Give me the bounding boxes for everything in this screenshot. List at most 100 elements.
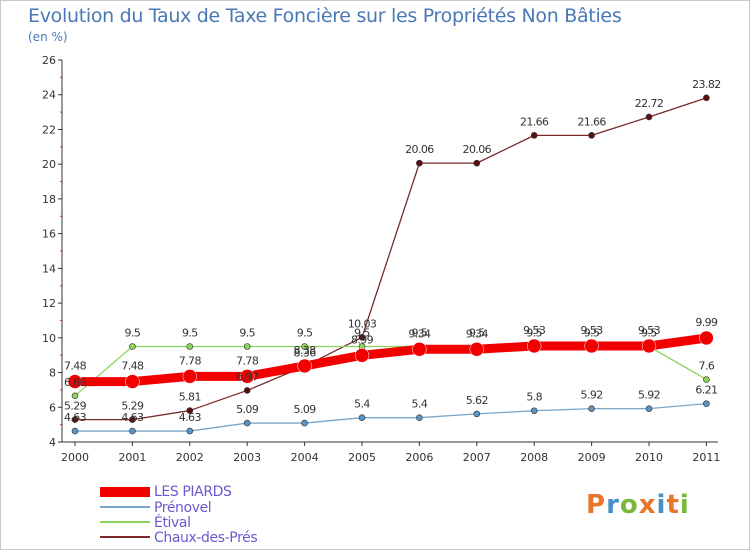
data-label-chaux-des-pres: 22.72: [635, 97, 664, 110]
data-label-les-piards: 9.53: [638, 324, 661, 337]
data-point-etival: [301, 343, 308, 350]
series-line-chaux-des-pres: [74, 97, 708, 421]
data-label-chaux-des-pres: 5.29: [64, 400, 87, 413]
data-point-les-piards: [412, 342, 427, 357]
x-tick-label: 2009: [578, 451, 606, 464]
data-point-prenovel: [301, 419, 308, 427]
data-point-prenovel: [588, 405, 595, 412]
x-tick-label: 2011: [692, 451, 720, 464]
data-label-etival: 9.5: [239, 327, 255, 340]
data-label-prenovel: 5.09: [236, 403, 259, 416]
data-label-prenovel: 4.63: [121, 411, 144, 424]
y-tick-label: 20: [42, 158, 56, 171]
data-point-les-piards: [182, 369, 198, 384]
data-label-les-piards: 8.99: [351, 333, 374, 346]
data-label-etival: 9.5: [412, 327, 428, 340]
series-line-prenovel: [74, 402, 708, 432]
data-label-chaux-des-pres: 6.97: [236, 370, 259, 383]
series-line-les-piards: [70, 333, 711, 387]
data-label-etival: 9.5: [354, 327, 370, 340]
data-label-les-piards: 9.34: [408, 327, 431, 340]
legend-label-les-piards: LES PIARDS: [154, 484, 232, 500]
legend-label-chaux-des-pres: Chaux-des-Prés: [154, 530, 258, 546]
data-label-chaux-des-pres: 20.06: [463, 143, 492, 156]
data-label-etival: 9.5: [469, 327, 485, 340]
x-tick-label: 2005: [348, 451, 376, 464]
data-point-prenovel: [645, 405, 653, 412]
data-label-les-piards: 7.78: [236, 354, 259, 367]
y-tick-label: 16: [42, 228, 56, 241]
data-point-prenovel: [530, 407, 538, 415]
data-point-les-piards: [354, 348, 370, 363]
y-tick-label: 4: [49, 436, 56, 449]
data-point-chaux-des-pres: [645, 113, 653, 121]
y-tick-label: 6: [49, 401, 56, 414]
proxiti-logo: Proxiti: [586, 490, 690, 520]
data-label-les-piards: 9.53: [581, 324, 604, 337]
data-point-etival: [243, 343, 251, 350]
data-label-prenovel: 4.63: [64, 411, 87, 424]
data-label-prenovel: 5.4: [412, 398, 428, 411]
data-label-chaux-des-pres: 5.29: [121, 400, 144, 413]
logo-letter: P: [586, 490, 607, 520]
data-point-les-piards: [297, 358, 312, 374]
data-label-prenovel: 4.63: [179, 411, 202, 424]
data-point-chaux-des-pres: [129, 416, 136, 423]
x-tick-label: 2001: [118, 451, 146, 464]
x-tick-label: 2008: [520, 451, 548, 464]
data-label-chaux-des-pres: 21.66: [520, 115, 549, 128]
data-label-prenovel: 6.21: [695, 384, 717, 397]
data-point-chaux-des-pres: [473, 159, 481, 167]
y-tick-label: 8: [49, 367, 56, 380]
data-point-chaux-des-pres: [530, 132, 538, 139]
data-label-les-piards: 7.48: [64, 360, 87, 373]
data-point-chaux-des-pres: [703, 94, 710, 102]
data-point-chaux-des-pres: [243, 387, 251, 394]
legend-swatch-chaux-des-pres: [100, 536, 150, 538]
data-label-chaux-des-pres: 23.82: [692, 78, 721, 91]
x-tick-label: 2004: [291, 451, 319, 464]
x-tick-label: 2000: [61, 451, 89, 464]
legend-swatch-etival: [100, 521, 150, 523]
data-label-chaux-des-pres: 5.81: [179, 391, 201, 404]
data-label-chaux-des-pres: 8.36: [294, 346, 317, 359]
y-tick-label: 22: [42, 123, 56, 136]
x-tick-label: 2006: [405, 451, 433, 464]
data-point-prenovel: [473, 410, 481, 418]
data-point-les-piards: [584, 338, 599, 354]
data-point-prenovel: [416, 414, 423, 421]
legend-label-etival: Étival: [154, 515, 191, 531]
data-label-prenovel: 5.4: [354, 398, 370, 411]
data-label-etival: 9.5: [584, 327, 600, 340]
y-tick-label: 12: [42, 297, 56, 310]
data-point-prenovel: [129, 427, 136, 435]
data-label-les-piards: 9.34: [466, 327, 489, 340]
data-point-prenovel: [186, 427, 194, 435]
data-point-les-piards: [125, 374, 140, 389]
data-label-prenovel: 5.62: [466, 394, 488, 407]
data-label-prenovel: 5.8: [526, 391, 542, 404]
data-label-etival: 9.5: [125, 327, 141, 340]
data-point-chaux-des-pres: [588, 132, 595, 139]
data-label-chaux-des-pres: 20.06: [405, 143, 434, 156]
data-point-prenovel: [703, 400, 710, 407]
x-tick-label: 2003: [233, 451, 261, 464]
data-label-les-piards: 7.78: [179, 354, 202, 367]
legend-swatch-les-piards: [100, 487, 150, 497]
data-point-les-piards: [699, 330, 714, 346]
x-tick-label: 2002: [176, 451, 204, 464]
data-label-prenovel: 5.92: [638, 389, 660, 402]
data-label-chaux-des-pres: 10.03: [348, 317, 377, 330]
y-tick-label: 10: [42, 332, 56, 345]
data-point-chaux-des-pres: [186, 407, 194, 414]
y-tick-label: 18: [42, 193, 56, 206]
data-point-prenovel: [358, 414, 366, 421]
data-point-prenovel: [71, 427, 79, 435]
data-label-etival: 9.5: [182, 327, 198, 340]
data-label-etival: 7.6: [699, 359, 715, 372]
data-label-les-piards: 7.48: [121, 360, 144, 373]
logo-letter: i: [656, 490, 667, 520]
y-tick-label: 24: [42, 89, 56, 102]
